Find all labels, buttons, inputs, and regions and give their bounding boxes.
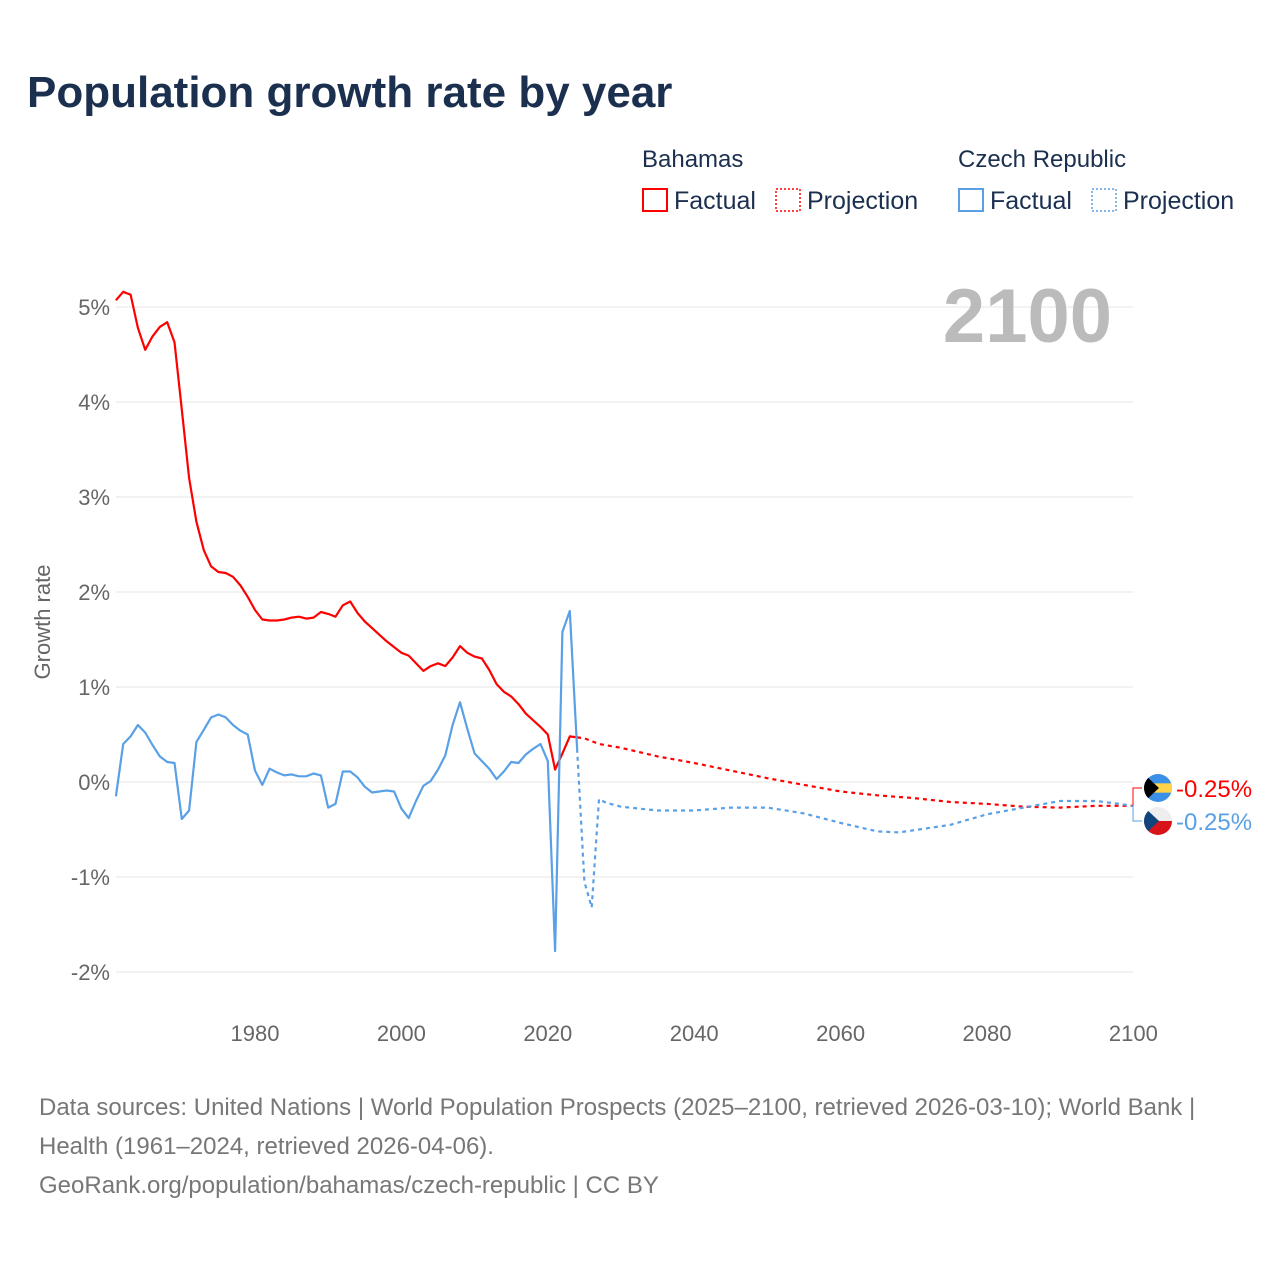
legend-item-projection: Projection	[807, 187, 918, 215]
series-line-factual-0	[115, 290, 578, 771]
end-connector	[1132, 787, 1142, 806]
y-axis-label: Growth rate	[30, 565, 55, 680]
legend-swatch-factual	[958, 188, 984, 212]
legend-group-title: Czech Republic	[958, 146, 1126, 173]
legend-swatch-factual	[642, 188, 668, 212]
flag-body	[1144, 807, 1172, 835]
y-tick-label: 0%	[78, 770, 110, 795]
x-tick-label: 2080	[963, 1021, 1012, 1046]
end-connector	[1132, 805, 1142, 822]
legend-item-projection: Projection	[1123, 187, 1234, 215]
bahamas-flag-icon	[1144, 774, 1172, 802]
end-value-label: -0.25%	[1176, 809, 1252, 836]
chart: 5% 4% 3% 2% 1% 0% -1% -2% 1980 2000 2020 2040 2060 20…	[30, 146, 1252, 1046]
y-tick-label: 4%	[78, 390, 110, 415]
flag-triangle	[1144, 774, 1159, 802]
legend-item-factual: Factual	[990, 187, 1072, 215]
footer: Data sources: United Nations | World Pop…	[39, 1088, 1239, 1205]
y-tick-label: 2%	[78, 580, 110, 605]
y-tick-label: 3%	[78, 485, 110, 510]
legend-swatch-projection	[1091, 188, 1117, 212]
flag-body	[1144, 774, 1172, 802]
x-tick-label: 2040	[670, 1021, 719, 1046]
legend-swatch-projection	[775, 188, 801, 212]
x-tick-label: 2000	[377, 1021, 426, 1046]
czech-flag-icon	[1144, 807, 1172, 835]
data-sources: Data sources: United Nations | World Pop…	[39, 1094, 1196, 1160]
flag-triangle	[1144, 807, 1159, 835]
legend-item-factual: Factual	[674, 187, 756, 215]
y-tick-label: 1%	[78, 675, 110, 700]
series-line-factual-1	[114, 609, 579, 953]
end-value-label: -0.25%	[1176, 776, 1252, 803]
x-tick-label: 2100	[1109, 1021, 1158, 1046]
series-line-projection-0	[576, 736, 1134, 809]
chart-title: Population growth rate by year	[27, 68, 673, 117]
y-tick-label: 5%	[78, 295, 110, 320]
x-tick-label: 2060	[816, 1021, 865, 1046]
credit-link[interactable]: GeoRank.org/population/bahamas/czech-rep…	[39, 1172, 659, 1199]
series-line-projection-1	[576, 748, 1134, 908]
y-tick-label: -2%	[71, 960, 110, 985]
legend-group-title: Bahamas	[642, 146, 743, 173]
year-label: 2100	[943, 274, 1112, 359]
x-tick-label: 2020	[523, 1021, 572, 1046]
x-tick-label: 1980	[231, 1021, 280, 1046]
y-tick-label: -1%	[71, 865, 110, 890]
